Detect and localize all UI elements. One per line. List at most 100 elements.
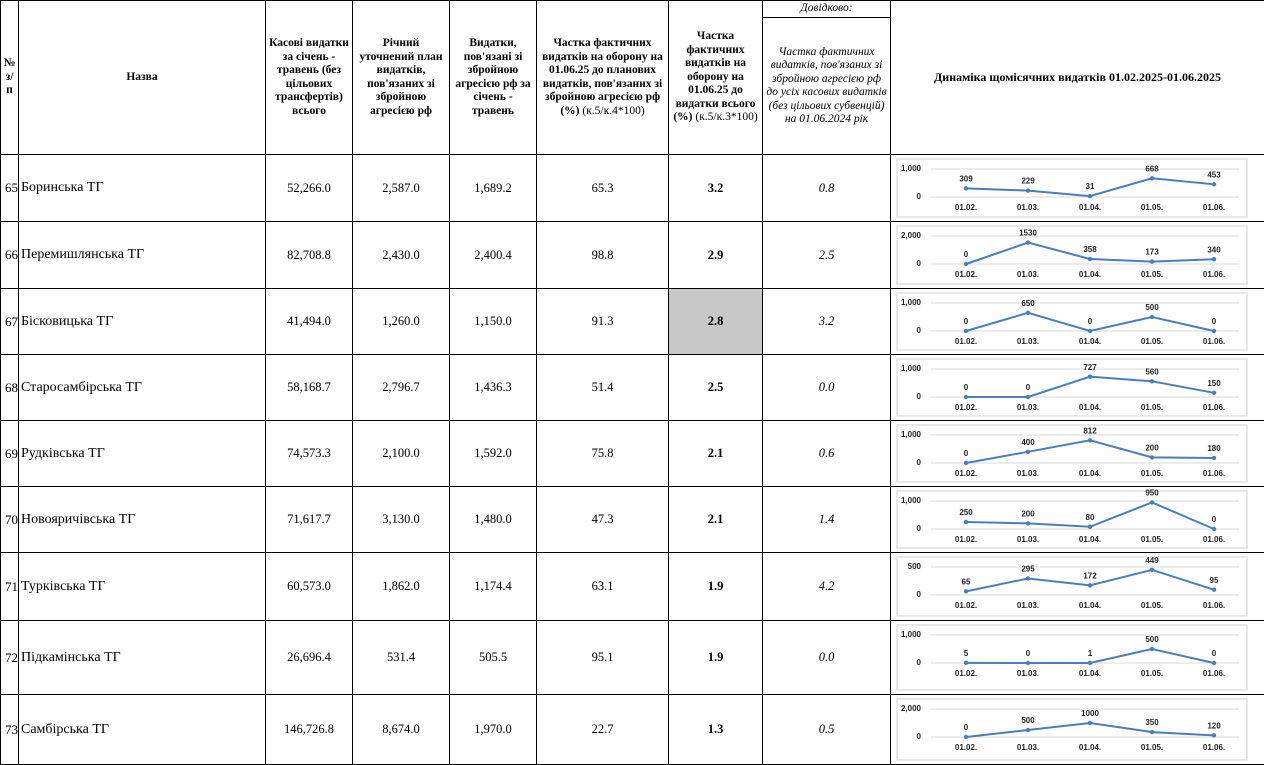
row-number: 66 bbox=[0, 221, 19, 289]
mini-chart: 0 1,000 0 650 0 500 0 01.02. 01.03. 01.04. 01.05. 0… bbox=[896, 292, 1248, 350]
value-cell: 60,573.0 bbox=[265, 552, 353, 621]
value-cell: 3.2 bbox=[762, 288, 891, 355]
chart-frame bbox=[896, 556, 1248, 616]
row-number: 73 bbox=[0, 694, 19, 765]
data-point bbox=[1087, 437, 1093, 442]
row-name: Самбірська ТГ bbox=[18, 694, 266, 765]
data-label: 180 bbox=[1207, 444, 1221, 453]
data-label: 120 bbox=[1207, 721, 1221, 730]
value-cell: 531.4 bbox=[352, 620, 450, 695]
mini-chart: 0 1,000 250 200 80 950 0 01.02. 01.03. 01.04. 01.0… bbox=[896, 488, 1248, 548]
value-cell: 2.9 bbox=[668, 221, 763, 289]
data-label: 0 bbox=[964, 317, 969, 326]
value-cell: 51.4 bbox=[536, 354, 669, 421]
data-point bbox=[1087, 720, 1093, 725]
value-cell: 2,100.0 bbox=[352, 420, 450, 487]
row-number: 68 bbox=[0, 354, 19, 421]
y-tick-label: 0 bbox=[917, 658, 922, 667]
data-point bbox=[1149, 646, 1155, 651]
col7-header: Частка фактичних видатків на оборону на … bbox=[668, 0, 763, 155]
x-tick-label: 01.03. bbox=[1017, 270, 1039, 279]
x-tick-label: 01.06. bbox=[1203, 743, 1225, 752]
chart-frame bbox=[896, 424, 1248, 482]
value-cell: 26,696.4 bbox=[265, 620, 353, 695]
value-cell: 2.1 bbox=[668, 420, 763, 487]
data-point bbox=[963, 328, 969, 333]
x-tick-label: 01.05. bbox=[1141, 535, 1163, 544]
data-point bbox=[1211, 256, 1217, 261]
value-cell: 1,260.0 bbox=[352, 288, 450, 355]
data-label: 500 bbox=[1145, 635, 1159, 644]
x-tick-label: 01.02. bbox=[955, 203, 977, 212]
x-tick-label: 01.02. bbox=[955, 743, 977, 752]
data-point bbox=[1025, 394, 1031, 399]
value-cell: 2,400.4 bbox=[449, 221, 537, 289]
table-row: 67 Бісковицька ТГ 41,494.0 1,260.0 1,150.0 91… bbox=[0, 288, 1264, 355]
value-cell: 0.8 bbox=[762, 154, 891, 222]
chart-cell: 0 500 65 295 172 449 95 01.02. 01.03. 01.04. 01.05… bbox=[890, 552, 1264, 621]
col6-formula: (к.5/к.4*100) bbox=[582, 104, 645, 117]
x-tick-label: 01.06. bbox=[1203, 270, 1225, 279]
col7-formula: (к.5/к.3*100) bbox=[695, 111, 758, 124]
data-label: 95 bbox=[1210, 575, 1219, 584]
value-cell: 3,130.0 bbox=[352, 486, 450, 553]
value-cell: 2,796.7 bbox=[352, 354, 450, 421]
data-label: 250 bbox=[959, 508, 973, 517]
y-tick-label: 500 bbox=[908, 562, 922, 571]
value-cell: 0.0 bbox=[762, 620, 891, 695]
value-cell: 1,862.0 bbox=[352, 552, 450, 621]
data-point bbox=[1025, 310, 1031, 315]
chart-cell: 0 1,000 250 200 80 950 0 01.02. 01.03. 01.04. 01.0… bbox=[890, 486, 1264, 553]
value-cell: 2,430.0 bbox=[352, 221, 450, 289]
data-point bbox=[1149, 454, 1155, 460]
value-cell: 0.5 bbox=[762, 694, 891, 765]
row-number: 72 bbox=[0, 620, 19, 695]
data-label: 500 bbox=[1021, 716, 1035, 725]
x-tick-label: 01.02. bbox=[955, 601, 977, 610]
row-name: Підкамінська ТГ bbox=[18, 620, 266, 695]
data-point bbox=[963, 588, 969, 594]
chart-cell: 0 1,000 0 650 0 500 0 01.02. 01.03. 01.04. 01.05. 0… bbox=[890, 288, 1264, 355]
col3-header: Касові видатки за січень - травень (без … bbox=[265, 0, 353, 155]
num-header: № з/п bbox=[0, 0, 19, 155]
y-tick-label: 1,000 bbox=[901, 298, 922, 307]
x-tick-label: 01.04. bbox=[1079, 270, 1101, 279]
y-tick-label: 0 bbox=[917, 732, 922, 741]
chart-frame bbox=[896, 292, 1248, 350]
data-point bbox=[1211, 660, 1217, 665]
data-point bbox=[1149, 175, 1155, 180]
data-label: 0 bbox=[1088, 317, 1093, 326]
value-cell: 1.9 bbox=[668, 620, 763, 695]
y-tick-label: 0 bbox=[917, 392, 922, 401]
data-label: 0 bbox=[1212, 317, 1217, 326]
row-name: Боринська ТГ bbox=[18, 154, 266, 222]
value-cell: 1,592.0 bbox=[449, 420, 537, 487]
row-name: Турківська ТГ bbox=[18, 552, 266, 621]
chart-frame bbox=[896, 698, 1248, 760]
data-point bbox=[1149, 499, 1155, 505]
data-point bbox=[1087, 660, 1093, 665]
mini-chart: 0 1,000 0 0 727 560 150 01.02. 01.03. 01.04. 01.05… bbox=[896, 358, 1248, 416]
dynamics-header: Динаміка щомісячних видатків 01.02.2025-… bbox=[890, 0, 1264, 155]
x-tick-label: 01.02. bbox=[955, 469, 977, 478]
data-label: 65 bbox=[962, 577, 971, 586]
data-label: 0 bbox=[1212, 649, 1217, 658]
value-cell: 95.1 bbox=[536, 620, 669, 695]
value-cell: 0.0 bbox=[762, 354, 891, 421]
row-number: 69 bbox=[0, 420, 19, 487]
data-point bbox=[1087, 256, 1093, 261]
data-label: 350 bbox=[1145, 718, 1159, 727]
table-row: 71 Турківська ТГ 60,573.0 1,862.0 1,174.4 63.… bbox=[0, 552, 1264, 621]
value-cell: 1,174.4 bbox=[449, 552, 537, 621]
x-tick-label: 01.03. bbox=[1017, 535, 1039, 544]
data-label: 453 bbox=[1207, 170, 1221, 179]
x-tick-label: 01.03. bbox=[1017, 203, 1039, 212]
col8-header: Частка фактичних видатків, пов'язаних зі… bbox=[762, 17, 891, 155]
data-point bbox=[963, 734, 969, 739]
data-point bbox=[1025, 239, 1031, 245]
y-tick-label: 0 bbox=[917, 326, 922, 335]
data-label: 295 bbox=[1021, 564, 1035, 573]
chart-cell: 0 1,000 5 0 1 500 0 01.02. 01.03. 01.04. 01.05. 01.… bbox=[890, 620, 1264, 695]
